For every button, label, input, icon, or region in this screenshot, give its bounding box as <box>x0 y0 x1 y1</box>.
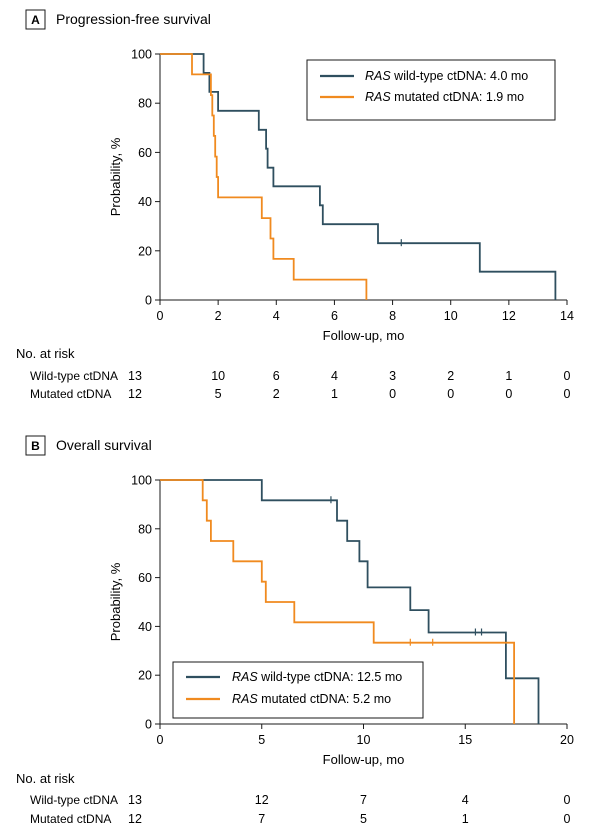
risk-count: 10 <box>211 369 225 383</box>
series-wild-curve <box>160 479 540 724</box>
risk-count: 0 <box>564 387 571 401</box>
y-axis-label: Probability, % <box>108 137 123 216</box>
risk-count: 1 <box>505 369 512 383</box>
risk-row-label: Mutated ctDNA <box>30 387 111 401</box>
y-tick-label: 100 <box>131 474 152 488</box>
risk-table-heading: No. at risk <box>16 771 75 786</box>
risk-count: 13 <box>128 793 142 807</box>
risk-count: 12 <box>255 793 269 807</box>
risk-count: 0 <box>564 793 571 807</box>
y-tick-label: 40 <box>138 620 152 634</box>
x-tick-label: 12 <box>502 309 516 323</box>
chart-title: Overall survival <box>56 437 152 453</box>
risk-count: 12 <box>128 812 142 826</box>
x-tick-label: 0 <box>157 733 164 747</box>
y-tick-label: 60 <box>138 146 152 160</box>
risk-count: 2 <box>447 369 454 383</box>
panel-letter: A <box>31 13 40 27</box>
legend-box <box>306 59 556 121</box>
panel-letter-box <box>25 9 46 30</box>
x-axis-label: Follow-up, mo <box>323 328 405 343</box>
risk-count: 3 <box>389 369 396 383</box>
risk-count: 0 <box>389 387 396 401</box>
x-tick-label: 10 <box>444 309 458 323</box>
risk-count: 4 <box>331 369 338 383</box>
y-tick-label: 60 <box>138 571 152 585</box>
risk-count: 0 <box>564 369 571 383</box>
risk-count: 13 <box>128 369 142 383</box>
chart-title: Progression-free survival <box>56 11 211 27</box>
risk-count: 12 <box>128 387 142 401</box>
x-tick-label: 20 <box>560 733 574 747</box>
legend-box <box>172 661 424 719</box>
risk-count: 1 <box>331 387 338 401</box>
y-tick-label: 20 <box>138 669 152 683</box>
x-tick-label: 2 <box>215 309 222 323</box>
x-tick-label: 5 <box>258 733 265 747</box>
series-mut-curve <box>160 53 368 300</box>
legend: RAS wild-type ctDNA: 4.0 mo RAS mutated c… <box>306 59 556 121</box>
risk-count: 2 <box>273 387 280 401</box>
y-axis-label: Probability, % <box>108 562 123 641</box>
y-tick-label: 100 <box>131 48 152 62</box>
risk-count: 1 <box>462 812 469 826</box>
risk-row-label: Wild-type ctDNA <box>30 369 118 383</box>
series-wild-curve <box>160 53 557 300</box>
risk-count: 4 <box>462 793 469 807</box>
y-tick-label: 80 <box>138 97 152 111</box>
legend-label-wild: RAS wild-type ctDNA: 12.5 mo <box>232 670 402 684</box>
x-tick-label: 15 <box>458 733 472 747</box>
risk-count: 6 <box>273 369 280 383</box>
y-tick-label: 0 <box>145 294 152 308</box>
y-tick-label: 80 <box>138 522 152 536</box>
x-tick-label: 6 <box>331 309 338 323</box>
x-tick-label: 10 <box>357 733 371 747</box>
x-tick-label: 4 <box>273 309 280 323</box>
x-axis-label: Follow-up, mo <box>323 752 405 767</box>
risk-count: 7 <box>360 793 367 807</box>
legend: RAS wild-type ctDNA: 12.5 mo RAS mutated … <box>172 661 424 719</box>
risk-count: 0 <box>564 812 571 826</box>
risk-row-label: Mutated ctDNA <box>30 812 111 826</box>
x-tick-label: 14 <box>560 309 574 323</box>
risk-count: 5 <box>215 387 222 401</box>
legend-label-wild: RAS wild-type ctDNA: 4.0 mo <box>365 69 528 83</box>
panel-letter: B <box>31 439 40 453</box>
legend-label-mut: RAS mutated ctDNA: 5.2 mo <box>232 692 391 706</box>
x-tick-label: 8 <box>389 309 396 323</box>
y-tick-label: 40 <box>138 195 152 209</box>
risk-count: 0 <box>505 387 512 401</box>
series-mut-curve <box>160 479 515 724</box>
legend-label-mut: RAS mutated ctDNA: 1.9 mo <box>365 90 524 104</box>
risk-count: 5 <box>360 812 367 826</box>
risk-table-heading: No. at risk <box>16 346 75 361</box>
risk-count: 7 <box>258 812 265 826</box>
y-tick-label: 20 <box>138 244 152 258</box>
panel-letter-box <box>25 435 46 456</box>
risk-table: No. at risk Wild-type ctDNA 13 12 7 4 0 Mutated… <box>16 771 571 826</box>
y-tick-label: 0 <box>145 718 152 732</box>
risk-row-label: Wild-type ctDNA <box>30 793 118 807</box>
x-tick-label: 0 <box>157 309 164 323</box>
risk-count: 0 <box>447 387 454 401</box>
